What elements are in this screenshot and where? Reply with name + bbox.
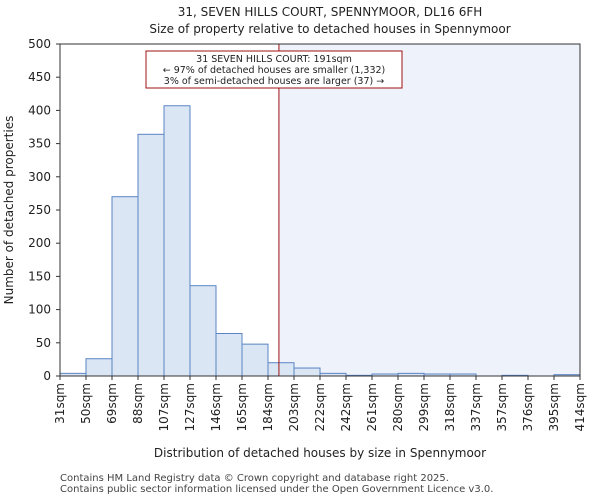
x-tick-label: 318sqm (443, 383, 457, 431)
x-tick-label: 280sqm (391, 383, 405, 431)
x-tick-label: 414sqm (573, 383, 587, 431)
annotation-line-2: ← 97% of detached houses are smaller (1,… (163, 65, 386, 76)
y-tick-label: 0 (43, 369, 51, 383)
bar-88sqm (137, 133, 165, 377)
y-tick-label: 400 (28, 103, 51, 117)
x-tick-label: 88sqm (131, 383, 145, 424)
bar-184sqm (267, 362, 295, 377)
y-tick-label: 200 (28, 236, 51, 250)
x-tick-label: 376sqm (521, 383, 535, 431)
annotation-line-1: 31 SEVEN HILLS COURT: 191sqm (196, 54, 352, 65)
y-tick-label: 300 (28, 170, 51, 184)
footer-line-2: Contains public sector information licen… (60, 484, 494, 495)
bar-69sqm (111, 196, 139, 377)
x-tick-label: 222sqm (313, 383, 327, 431)
y-tick-label: 100 (28, 303, 51, 317)
shaded-region (278, 44, 580, 376)
x-tick-label: 242sqm (339, 383, 353, 431)
x-tick-label: 146sqm (209, 383, 223, 431)
chart-title: 31, SEVEN HILLS COURT, SPENNYMOOR, DL16 … (178, 5, 483, 19)
bar-146sqm (215, 333, 243, 377)
x-tick-label: 69sqm (105, 383, 119, 424)
x-tick-label: 184sqm (261, 383, 275, 431)
bar-203sqm (293, 367, 321, 377)
footer-line-1: Contains HM Land Registry data © Crown c… (60, 473, 449, 484)
y-tick-label: 450 (28, 70, 51, 84)
y-tick-label: 50 (36, 336, 51, 350)
bar-165sqm (241, 343, 269, 377)
annotation-box: 31 SEVEN HILLS COURT: 191sqm ← 97% of de… (145, 50, 403, 89)
x-tick-label: 50sqm (79, 383, 93, 424)
bar-107sqm (163, 105, 191, 377)
x-tick-label: 127sqm (183, 383, 197, 431)
bar-127sqm (189, 285, 217, 377)
chart-subtitle: Size of property relative to detached ho… (149, 22, 510, 36)
x-tick-label: 261sqm (365, 383, 379, 431)
x-tick-label: 337sqm (469, 383, 483, 431)
y-tick-label: 150 (28, 269, 51, 283)
x-tick-label: 165sqm (235, 383, 249, 431)
y-tick-label: 350 (28, 137, 51, 151)
x-tick-label: 357sqm (495, 383, 509, 431)
annotation-line-3: 3% of semi-detached houses are larger (3… (164, 76, 384, 87)
y-axis-label: Number of detached properties (2, 116, 16, 305)
y-tick-label: 250 (28, 203, 51, 217)
x-tick-label: 31sqm (53, 383, 67, 424)
y-tick-label: 500 (28, 37, 51, 51)
x-tick-label: 107sqm (157, 383, 171, 431)
x-axis-label: Distribution of detached houses by size … (154, 446, 486, 460)
bar-50sqm (85, 358, 113, 377)
x-tick-label: 395sqm (547, 383, 561, 431)
x-tick-label: 203sqm (287, 383, 301, 431)
x-tick-label: 299sqm (417, 383, 431, 431)
